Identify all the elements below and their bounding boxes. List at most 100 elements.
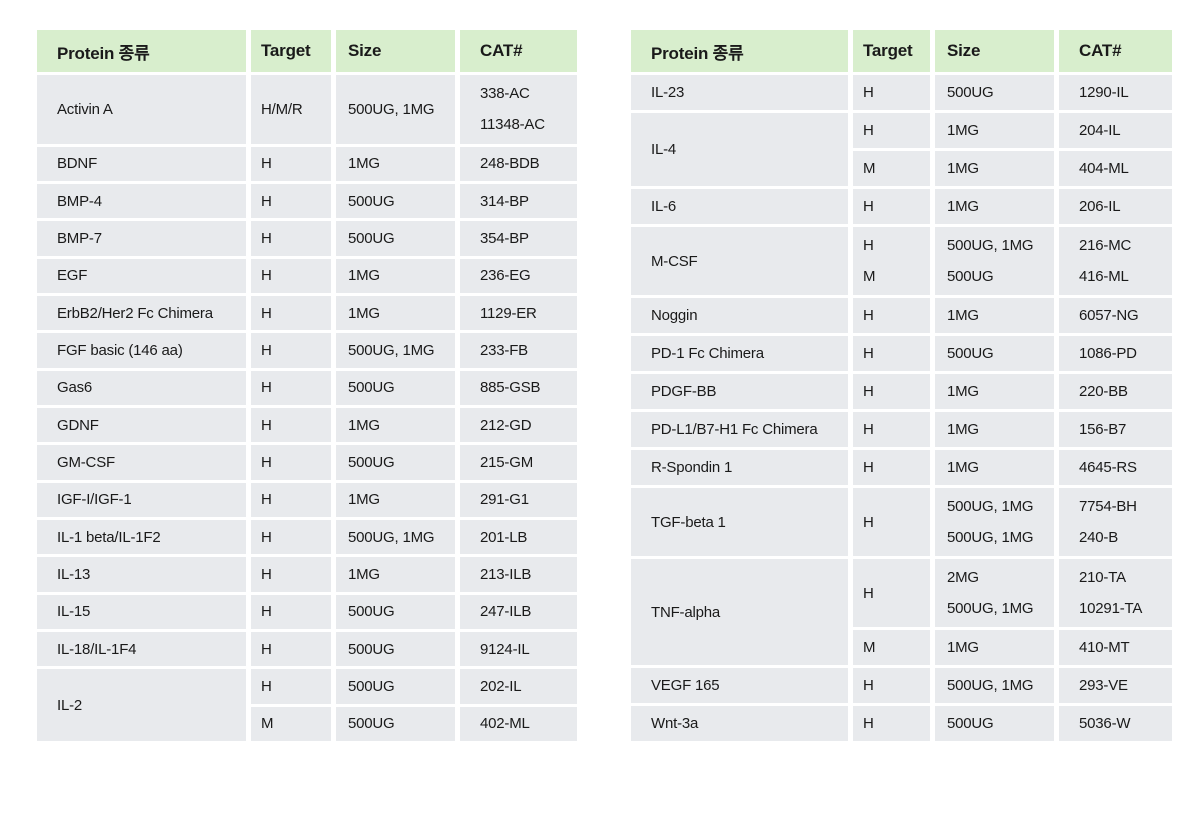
cell-line: 1290-IL	[1079, 84, 1129, 101]
cat-number-cell: 210-TA 10291-TA	[1054, 556, 1177, 630]
target-cell: H	[848, 485, 935, 559]
cat-number-cell: 9124-IL	[455, 628, 582, 670]
cell-line: 500UG, 1MG	[947, 600, 1034, 617]
cell-line: 202-IL	[480, 677, 522, 695]
cell-line: 500UG	[947, 84, 994, 101]
protein-name-cell: GM-CSF	[32, 442, 251, 483]
cat-number-cell: 410-MT	[1054, 627, 1177, 668]
size-cell: 1MG	[331, 479, 460, 520]
cat-number-cell: 204-IL	[1054, 110, 1177, 151]
table-row: Wnt-3a H 500UG 5036-W	[626, 703, 1177, 744]
header-row: Protein 종류 Target Size CAT#	[626, 27, 1177, 75]
table-row: BMP-4 H 500UG 314-BP	[32, 180, 582, 222]
size-cell: 500UG	[331, 442, 460, 483]
cell-line: H	[863, 715, 874, 732]
size-cell: 500UG	[331, 703, 460, 745]
cell-line: 9124-IL	[480, 640, 530, 658]
table-row: IL-15 H 500UG 247-ILB	[32, 591, 582, 632]
cell-line: 1MG	[348, 267, 380, 285]
cell-line: 1MG	[947, 421, 979, 438]
cat-number-cell: 213-ILB	[455, 554, 582, 595]
cell-line: 248-BDB	[480, 155, 540, 173]
cell-line: 1MG	[947, 198, 979, 215]
table-row: PD-1 Fc Chimera H 500UG 1086-PD	[626, 333, 1177, 374]
cat-number-cell: 293-VE	[1054, 665, 1177, 706]
cell-line: IL-6	[651, 198, 677, 215]
cell-line: 1MG	[947, 307, 979, 324]
protein-name-cell: IGF-I/IGF-1	[32, 479, 251, 520]
cell-line: Activin A	[57, 100, 113, 118]
size-cell: 500UG	[930, 333, 1059, 374]
target-cell: H	[246, 479, 336, 520]
cat-number-cell: 354-BP	[455, 218, 582, 259]
cell-line: M	[261, 715, 274, 733]
cell-line: H	[863, 122, 874, 139]
target-cell: H	[246, 292, 336, 334]
size-cell: 1MG	[930, 186, 1059, 227]
protein-name-cell: IL-2	[32, 666, 251, 744]
protein-name-cell: IL-18/IL-1F4	[32, 628, 251, 670]
size-cell: 1MG	[331, 255, 460, 296]
table-row: IL-4 H 1MG 204-IL	[626, 110, 1177, 189]
table-row: EGF H 1MG 236-EG	[32, 255, 582, 296]
cell-line: FGF basic (146 aa)	[57, 341, 183, 359]
table-row: GDNF H 1MG 212-GD	[32, 404, 582, 446]
target-cell: H	[848, 295, 935, 336]
cell-line: H	[863, 383, 874, 400]
cell-line: 1MG	[348, 491, 380, 509]
cell-line: 500UG	[348, 453, 395, 471]
cell-line: ErbB2/Her2 Fc Chimera	[57, 304, 213, 322]
cell-line: 1129-ER	[480, 304, 537, 322]
cell-line: IL-23	[651, 84, 685, 101]
cell-line: IL-15	[57, 603, 91, 621]
cell-line: H	[863, 345, 874, 362]
cell-line: PDGF-BB	[651, 383, 717, 400]
table-row: TNF-alpha H 2MG 500UG, 1MG 210-TA 10291-TA	[626, 556, 1177, 668]
table-row: IL-13 H 1MG 213-ILB	[32, 554, 582, 595]
cell-line: IL-1 beta/IL-1F2	[57, 528, 161, 546]
protein-name-cell: VEGF 165	[626, 665, 853, 706]
table-row: IL-2 H 500UG 202-IL	[32, 666, 582, 744]
cell-line: 402-ML	[480, 715, 530, 733]
cell-line: 212-GD	[480, 416, 532, 434]
cell-line: 500UG, 1MG	[348, 341, 435, 359]
size-cell: 1MG	[930, 295, 1059, 336]
target-cell: H	[848, 110, 935, 151]
target-cell: H	[848, 556, 935, 630]
cell-line: 354-BP	[480, 229, 529, 247]
cell-line: 213-ILB	[480, 565, 532, 583]
target-cell: M	[848, 627, 935, 668]
cell-line: H	[863, 84, 874, 101]
cell-line: 416-ML	[1079, 268, 1129, 285]
cell-line: H	[261, 192, 272, 210]
cell-line: 2MG	[947, 569, 979, 586]
protein-name-cell: IL-1 beta/IL-1F2	[32, 516, 251, 558]
cell-line: 210-TA	[1079, 569, 1126, 586]
protein-name-cell: PD-1 Fc Chimera	[626, 333, 853, 374]
cell-line: H	[261, 155, 272, 173]
cell-line: H	[261, 267, 272, 285]
cell-line: H/M/R	[261, 100, 303, 118]
protein-name-cell: BMP-4	[32, 180, 251, 222]
protein-name-cell: M-CSF	[626, 224, 853, 298]
cell-line: 7754-BH	[1079, 498, 1137, 515]
cell-line: H	[261, 528, 272, 546]
cell-line: 500UG	[947, 268, 994, 285]
cell-line: 11348-AC	[480, 116, 545, 134]
cat-number-cell: 5036-W	[1054, 703, 1177, 744]
protein-name-cell: Noggin	[626, 295, 853, 336]
target-cell: H	[848, 371, 935, 412]
cell-line: BMP-4	[57, 192, 102, 210]
size-cell: 500UG	[930, 703, 1059, 744]
cell-line: 201-LB	[480, 528, 528, 546]
cell-line: 156-B7	[1079, 421, 1127, 438]
cell-line: M	[863, 160, 876, 177]
target-cell: H	[246, 591, 336, 632]
table-row: M-CSF H M 500UG, 1MG 500UG 216-MC 416-ML	[626, 224, 1177, 298]
table-row: R-Spondin 1 H 1MG 4645-RS	[626, 447, 1177, 488]
cell-line: Noggin	[651, 307, 698, 324]
column-header-size: Size	[930, 27, 1059, 75]
target-cell: H	[246, 516, 336, 558]
cell-line: 500UG, 1MG	[947, 529, 1034, 546]
cell-line: 1MG	[348, 416, 380, 434]
